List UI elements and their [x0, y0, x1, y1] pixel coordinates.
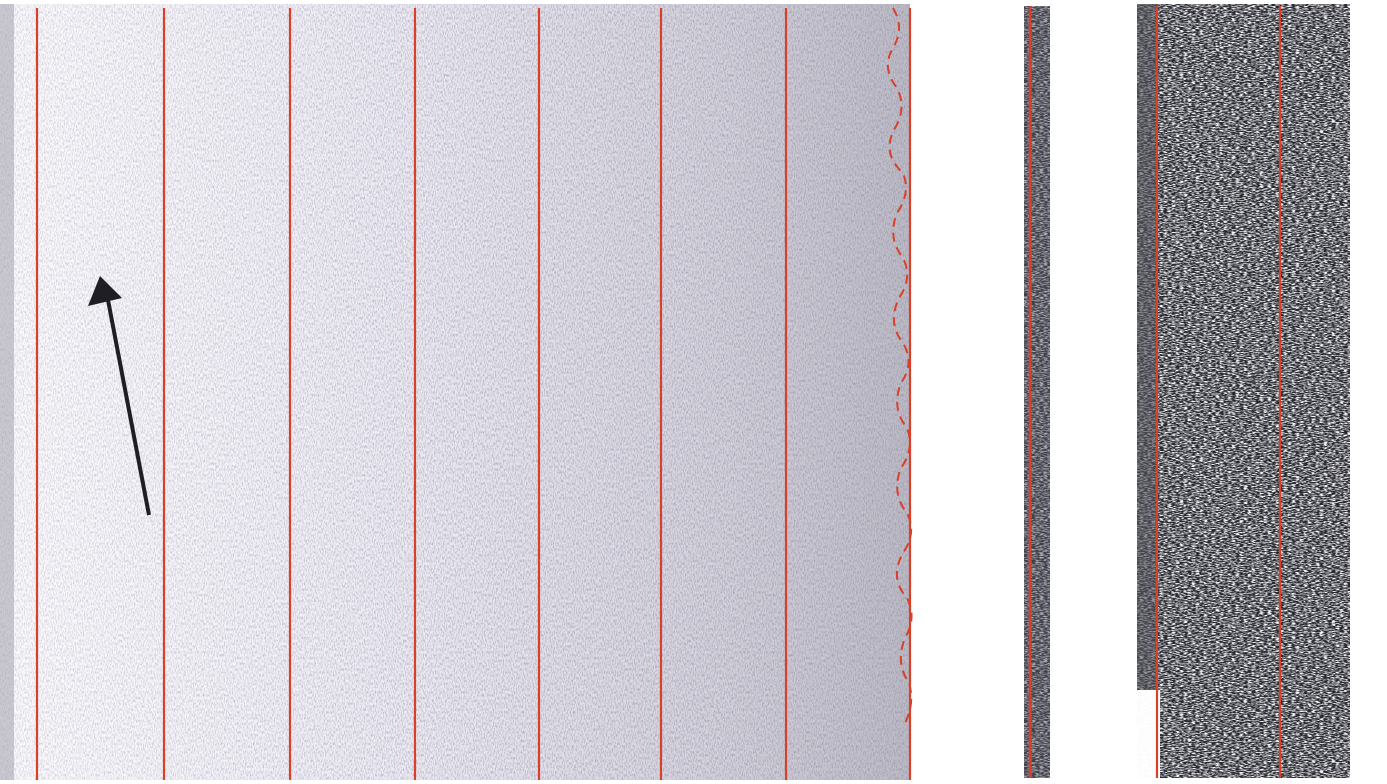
- scan-image: [0, 0, 1387, 784]
- page: [0, 0, 1387, 784]
- texture-fade: [0, 4, 910, 780]
- bottom-margin: [0, 780, 1387, 784]
- dark-panel-noise: [1137, 4, 1350, 778]
- left-edge: [0, 4, 14, 780]
- dark-panel-edge: [1137, 4, 1157, 690]
- dark-strip-noise: [1024, 6, 1050, 778]
